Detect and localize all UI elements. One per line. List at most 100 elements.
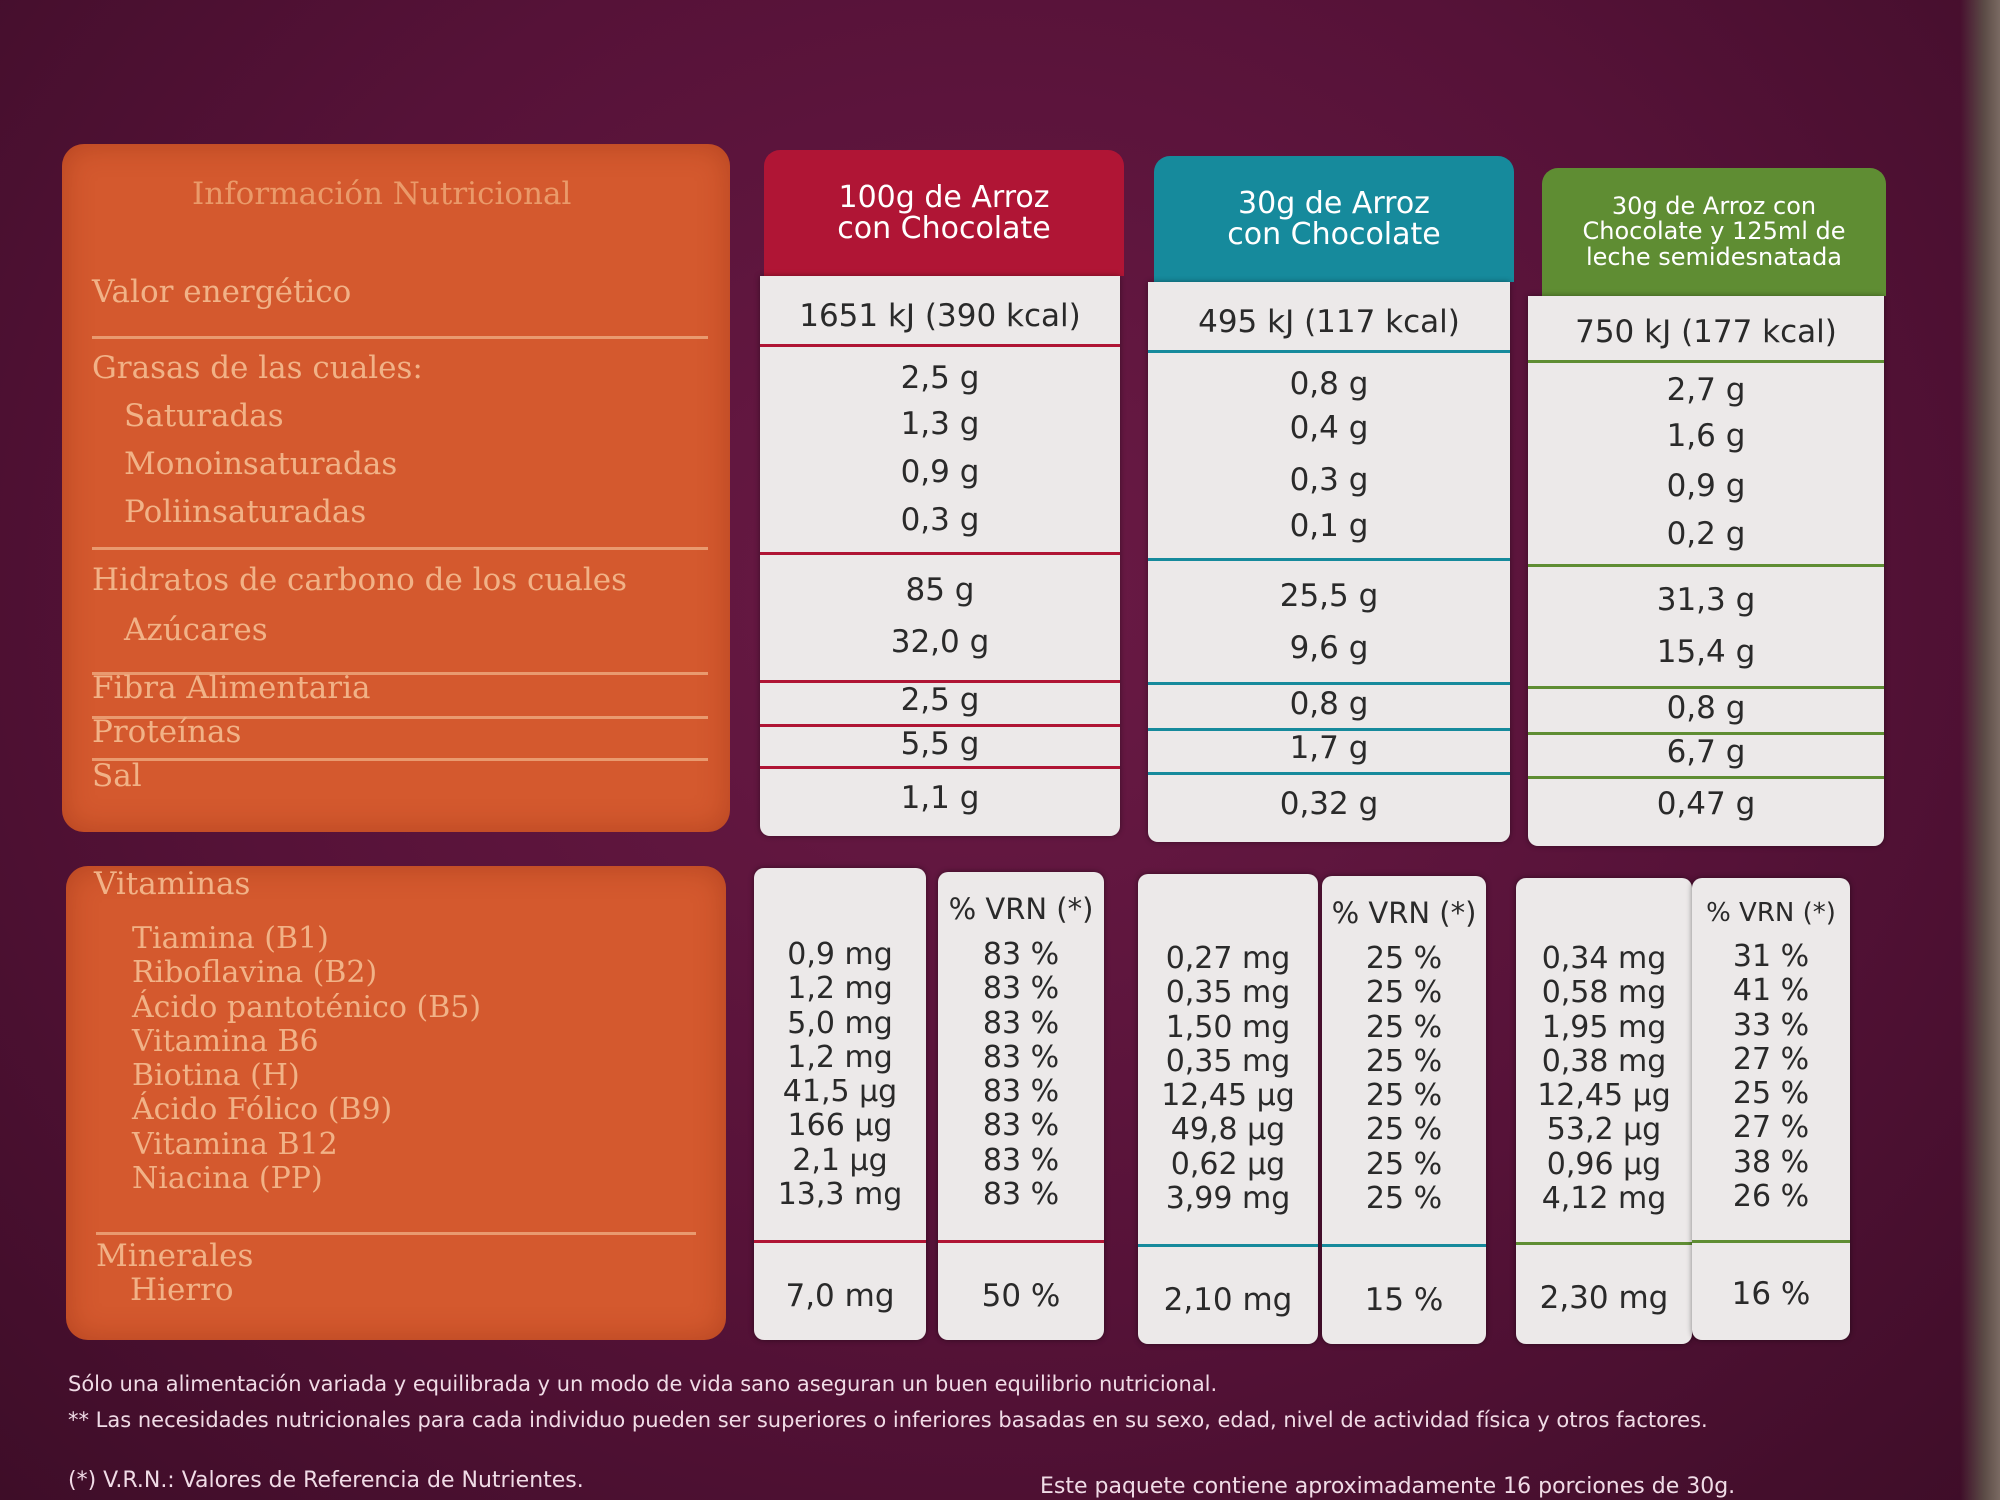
vitamin-vrn: 25 % xyxy=(1365,975,1443,1011)
sugars-value: 9,6 g xyxy=(1289,630,1369,666)
vitamin-amount: 12,45 µg xyxy=(1161,1078,1295,1114)
vitamin-vrn: 25 % xyxy=(1732,1076,1810,1112)
vitamin-amount: 0,38 mg xyxy=(1541,1043,1667,1079)
vitamin-vrn: 25 % xyxy=(1365,1009,1443,1045)
label-protein: Proteínas xyxy=(92,714,242,750)
vitamin-vrn: 27 % xyxy=(1732,1041,1810,1077)
vitamin-label: Tiamina (B1) xyxy=(132,921,329,956)
salt-value: 0,47 g xyxy=(1656,786,1756,822)
column-body-30g-milk: 750 kJ (177 kcal) 2,7 g 1,6 g 0,9 g 0,2 … xyxy=(1528,296,1884,846)
carbs-value: 85 g xyxy=(905,572,975,608)
vitamin-label: Vitamina B6 xyxy=(132,1023,319,1059)
sugars-value: 32,0 g xyxy=(890,624,990,660)
fat-value: 2,5 g xyxy=(900,360,980,396)
vitamin-amount: 41,5 µg xyxy=(782,1074,898,1110)
vitamin-label: Ácido pantoténico (B5) xyxy=(132,989,482,1025)
label-fiber: Fibra Alimentaria xyxy=(92,670,371,706)
vitamin-label: Riboflavina (B2) xyxy=(132,955,378,991)
vitamin-vrn-list: 25 % 25 % 25 % 25 % 25 % 25 % 25 % 25 % xyxy=(1322,941,1486,1217)
carbs-value: 25,5 g xyxy=(1279,578,1379,614)
label-vitamins-title: Vitaminas xyxy=(94,866,251,902)
vitamin-vrn: 33 % xyxy=(1732,1007,1810,1043)
vitamin-amount: 1,2 mg xyxy=(787,1039,893,1075)
column-header-30g-milk: 30g de Arroz con Chocolate y 125ml de le… xyxy=(1542,168,1886,296)
label-sugars: Azúcares xyxy=(124,612,268,648)
vitamin-amount: 1,50 mg xyxy=(1165,1009,1291,1045)
label-poly: Poliinsaturadas xyxy=(124,494,367,530)
poly-value: 0,2 g xyxy=(1666,516,1746,552)
vitamin-amount: 49,8 µg xyxy=(1170,1112,1286,1148)
vitamins-amounts-100g: 0,9 mg 1,2 mg 5,0 mg 1,2 mg 41,5 µg 166 … xyxy=(754,868,926,1340)
fat-value: 2,7 g xyxy=(1666,372,1746,408)
mono-value: 0,3 g xyxy=(1289,462,1369,498)
vitamin-amount: 1,95 mg xyxy=(1541,1009,1667,1045)
vitamin-amount: 4,12 mg xyxy=(1541,1181,1667,1217)
vitamin-vrn: 25 % xyxy=(1365,1181,1443,1217)
vrn-header: % VRN (*) xyxy=(1706,898,1836,928)
vitamins-vrn-30g: % VRN (*) 25 % 25 % 25 % 25 % 25 % 25 % … xyxy=(1322,876,1486,1344)
iron-amount: 7,0 mg xyxy=(785,1278,895,1314)
label-iron: Hierro xyxy=(130,1272,234,1308)
vrn-header: % VRN (*) xyxy=(1331,896,1477,930)
vitamin-amount-list: 0,34 mg 0,58 mg 1,95 mg 0,38 mg 12,45 µg… xyxy=(1516,941,1692,1217)
vitamin-vrn: 41 % xyxy=(1732,973,1810,1009)
vitamins-amounts-30g: 0,27 mg 0,35 mg 1,50 mg 0,35 mg 12,45 µg… xyxy=(1138,874,1318,1344)
vitamin-label: Vitamina B12 xyxy=(132,1126,338,1162)
vitamin-amount: 5,0 mg xyxy=(787,1005,893,1041)
footer-note-4: Este paquete contiene aproximadamente 16… xyxy=(1040,1474,1736,1499)
fiber-value: 2,5 g xyxy=(900,682,980,718)
vitamin-amount-list: 0,9 mg 1,2 mg 5,0 mg 1,2 mg 41,5 µg 166 … xyxy=(754,937,926,1212)
footer-note-3: (*) V.R.N.: Valores de Referencia de Nut… xyxy=(68,1468,584,1493)
label-minerals-title: Minerales xyxy=(96,1238,254,1274)
vitamins-vrn-100g: % VRN (*) 83 % 83 % 83 % 83 % 83 % 83 % … xyxy=(938,872,1104,1340)
vitamin-vrn: 26 % xyxy=(1732,1179,1810,1215)
vitamin-vrn: 25 % xyxy=(1365,1146,1443,1182)
vitamin-amount: 0,35 mg xyxy=(1165,975,1291,1011)
energy-value: 1651 kJ (390 kcal) xyxy=(799,298,1081,334)
poly-value: 0,3 g xyxy=(900,502,980,538)
vitamin-amount: 0,58 mg xyxy=(1541,975,1667,1011)
vitamins-amounts-30g-milk: 0,34 mg 0,58 mg 1,95 mg 0,38 mg 12,45 µg… xyxy=(1516,878,1692,1344)
vitamin-amount: 0,62 µg xyxy=(1170,1146,1286,1182)
label-mono: Monoinsaturadas xyxy=(124,446,398,482)
column-body-100g: 1651 kJ (390 kcal) 2,5 g 1,3 g 0,9 g 0,3… xyxy=(760,276,1120,836)
vitamin-amount: 12,45 µg xyxy=(1537,1078,1671,1114)
vitamin-amount: 0,96 µg xyxy=(1546,1146,1662,1182)
iron-vrn: 50 % xyxy=(981,1278,1061,1314)
mono-value: 0,9 g xyxy=(1666,468,1746,504)
saturated-value: 1,6 g xyxy=(1666,418,1746,454)
vitamin-vrn: 83 % xyxy=(982,1142,1060,1178)
vitamin-amount-list: 0,27 mg 0,35 mg 1,50 mg 0,35 mg 12,45 µg… xyxy=(1138,941,1318,1217)
energy-value: 495 kJ (117 kcal) xyxy=(1198,304,1460,340)
vitamin-label: Niacina (PP) xyxy=(132,1161,323,1197)
vitamin-amount: 0,9 mg xyxy=(787,937,893,972)
fiber-value: 0,8 g xyxy=(1289,686,1369,722)
protein-value: 5,5 g xyxy=(900,726,980,762)
vitamin-vrn: 83 % xyxy=(982,1005,1060,1041)
carbs-value: 31,3 g xyxy=(1656,582,1756,618)
nutrition-labels-panel: Información Nutricional Valor energético… xyxy=(62,144,730,832)
iron-amount: 2,10 mg xyxy=(1163,1282,1293,1318)
salt-value: 1,1 g xyxy=(900,780,980,816)
footer-note-1: Sólo una alimentación variada y equilibr… xyxy=(68,1372,1218,1396)
vitamin-vrn: 25 % xyxy=(1365,1112,1443,1148)
vitamin-vrn-list: 31 % 41 % 33 % 27 % 25 % 27 % 38 % 26 % xyxy=(1692,939,1850,1215)
vitamin-vrn: 83 % xyxy=(982,971,1060,1007)
vitamin-amount: 0,34 mg xyxy=(1541,941,1667,976)
column-body-30g: 495 kJ (117 kcal) 0,8 g 0,4 g 0,3 g 0,1 … xyxy=(1148,282,1510,842)
fat-value: 0,8 g xyxy=(1289,366,1369,402)
label-carbs: Hidratos de carbono de los cuales xyxy=(92,562,628,598)
vitamin-amount: 3,99 mg xyxy=(1165,1181,1291,1217)
vitamin-vrn: 83 % xyxy=(982,1177,1060,1213)
vitamin-amount: 1,2 mg xyxy=(787,971,893,1007)
vitamin-label: Ácido Fólico (B9) xyxy=(132,1092,393,1128)
vitamin-vrn: 83 % xyxy=(982,1108,1060,1144)
vitamin-vrn-list: 83 % 83 % 83 % 83 % 83 % 83 % 83 % 83 % xyxy=(938,937,1104,1213)
vitamin-label-list: Tiamina (B1) Riboflavina (B2) Ácido pant… xyxy=(132,921,482,1197)
iron-vrn: 15 % xyxy=(1364,1282,1444,1318)
vitamin-vrn: 83 % xyxy=(982,1074,1060,1110)
column-header-100g: 100g de Arroz con Chocolate xyxy=(764,150,1124,276)
label-fats: Grasas de las cuales: xyxy=(92,350,423,386)
label-salt: Sal xyxy=(92,758,142,794)
vitamin-amount: 53,2 µg xyxy=(1546,1112,1662,1148)
